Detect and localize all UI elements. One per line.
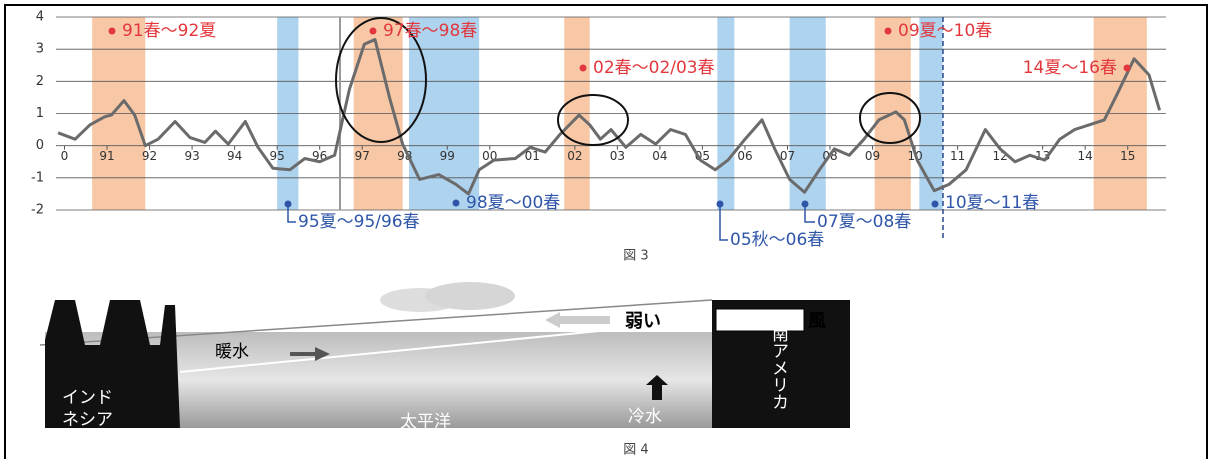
ocean-diagram: 弱い 風 暖水 インド ネシア 太平洋 冷水 南アメリカ [40, 282, 850, 432]
cold-label: 冷水 [628, 407, 662, 427]
y-tick-label: 4 [36, 10, 44, 25]
annotation-dot [285, 201, 292, 208]
annotation: 98夏〜00春 [466, 193, 560, 213]
blank-box [716, 309, 804, 331]
region-label: ネシア [62, 410, 113, 430]
annotation: 97春〜98春 [383, 21, 477, 41]
page: -2-1012340919293949596979899000102030405… [0, 0, 1212, 463]
x-tick-label: 02 [567, 149, 582, 163]
y-tick-label: -1 [31, 170, 44, 185]
region-label: インド [62, 388, 113, 408]
x-tick-label: 12 [992, 149, 1007, 163]
y-tick-label: 1 [36, 106, 44, 121]
annotation: 07夏〜08春 [817, 212, 911, 232]
annotation: 09夏〜10春 [898, 21, 992, 41]
annotation: 14夏〜16春 [1023, 58, 1117, 78]
x-tick-label: 15 [1120, 149, 1135, 163]
y-tick-label: 3 [36, 42, 44, 57]
wind-arrow [545, 312, 610, 328]
caption: 図 3 [623, 249, 648, 264]
x-tick-label: 0 [61, 149, 69, 163]
annotation-dot [453, 200, 460, 207]
x-tick-label: 94 [227, 149, 242, 163]
ocean-label: 太平洋 [400, 412, 451, 432]
x-tick-label: 99 [440, 149, 455, 163]
x-tick-label: 09 [865, 149, 880, 163]
x-tick-label: 03 [610, 149, 625, 163]
x-tick-label: 91 [99, 149, 114, 163]
annotation-dot [1124, 65, 1131, 72]
annotation-dot [885, 28, 892, 35]
y-tick-label: 2 [36, 74, 44, 89]
x-tick-label: 92 [142, 149, 157, 163]
indonesia [45, 300, 180, 428]
y-tick-label: 0 [36, 138, 44, 153]
annotation: 91春〜92夏 [122, 21, 216, 41]
x-tick-label: 11 [950, 149, 965, 163]
x-tick-label: 93 [184, 149, 199, 163]
x-tick-label: 95 [270, 149, 285, 163]
annotation-dot [802, 201, 809, 208]
annotation: 02春〜02/03春 [593, 58, 715, 78]
annotation-dot [580, 65, 587, 72]
y-tick-label: -2 [31, 203, 44, 218]
annotation-dot [370, 28, 377, 35]
caption: 図 4 [623, 443, 648, 458]
cloud [425, 282, 515, 310]
annotation: 95夏〜95/96春 [298, 212, 420, 232]
warm-label: 暖水 [215, 342, 249, 362]
x-tick-label: 14 [1078, 149, 1093, 163]
wind-label: 弱い [625, 311, 661, 332]
x-tick-label: 04 [652, 149, 667, 163]
wind-label: 風 [808, 311, 826, 332]
region-label: 南アメリカ [768, 325, 788, 410]
annotation: 05秋〜06春 [730, 230, 824, 250]
annotation-dot [717, 201, 724, 208]
x-tick-label: 06 [737, 149, 752, 163]
annotation-dot [932, 201, 939, 208]
annotation: 10夏〜11春 [945, 193, 1039, 213]
annotation-dot [109, 28, 116, 35]
x-tick-label: 97 [355, 149, 370, 163]
figure: -2-1012340919293949596979899000102030405… [0, 0, 1212, 459]
